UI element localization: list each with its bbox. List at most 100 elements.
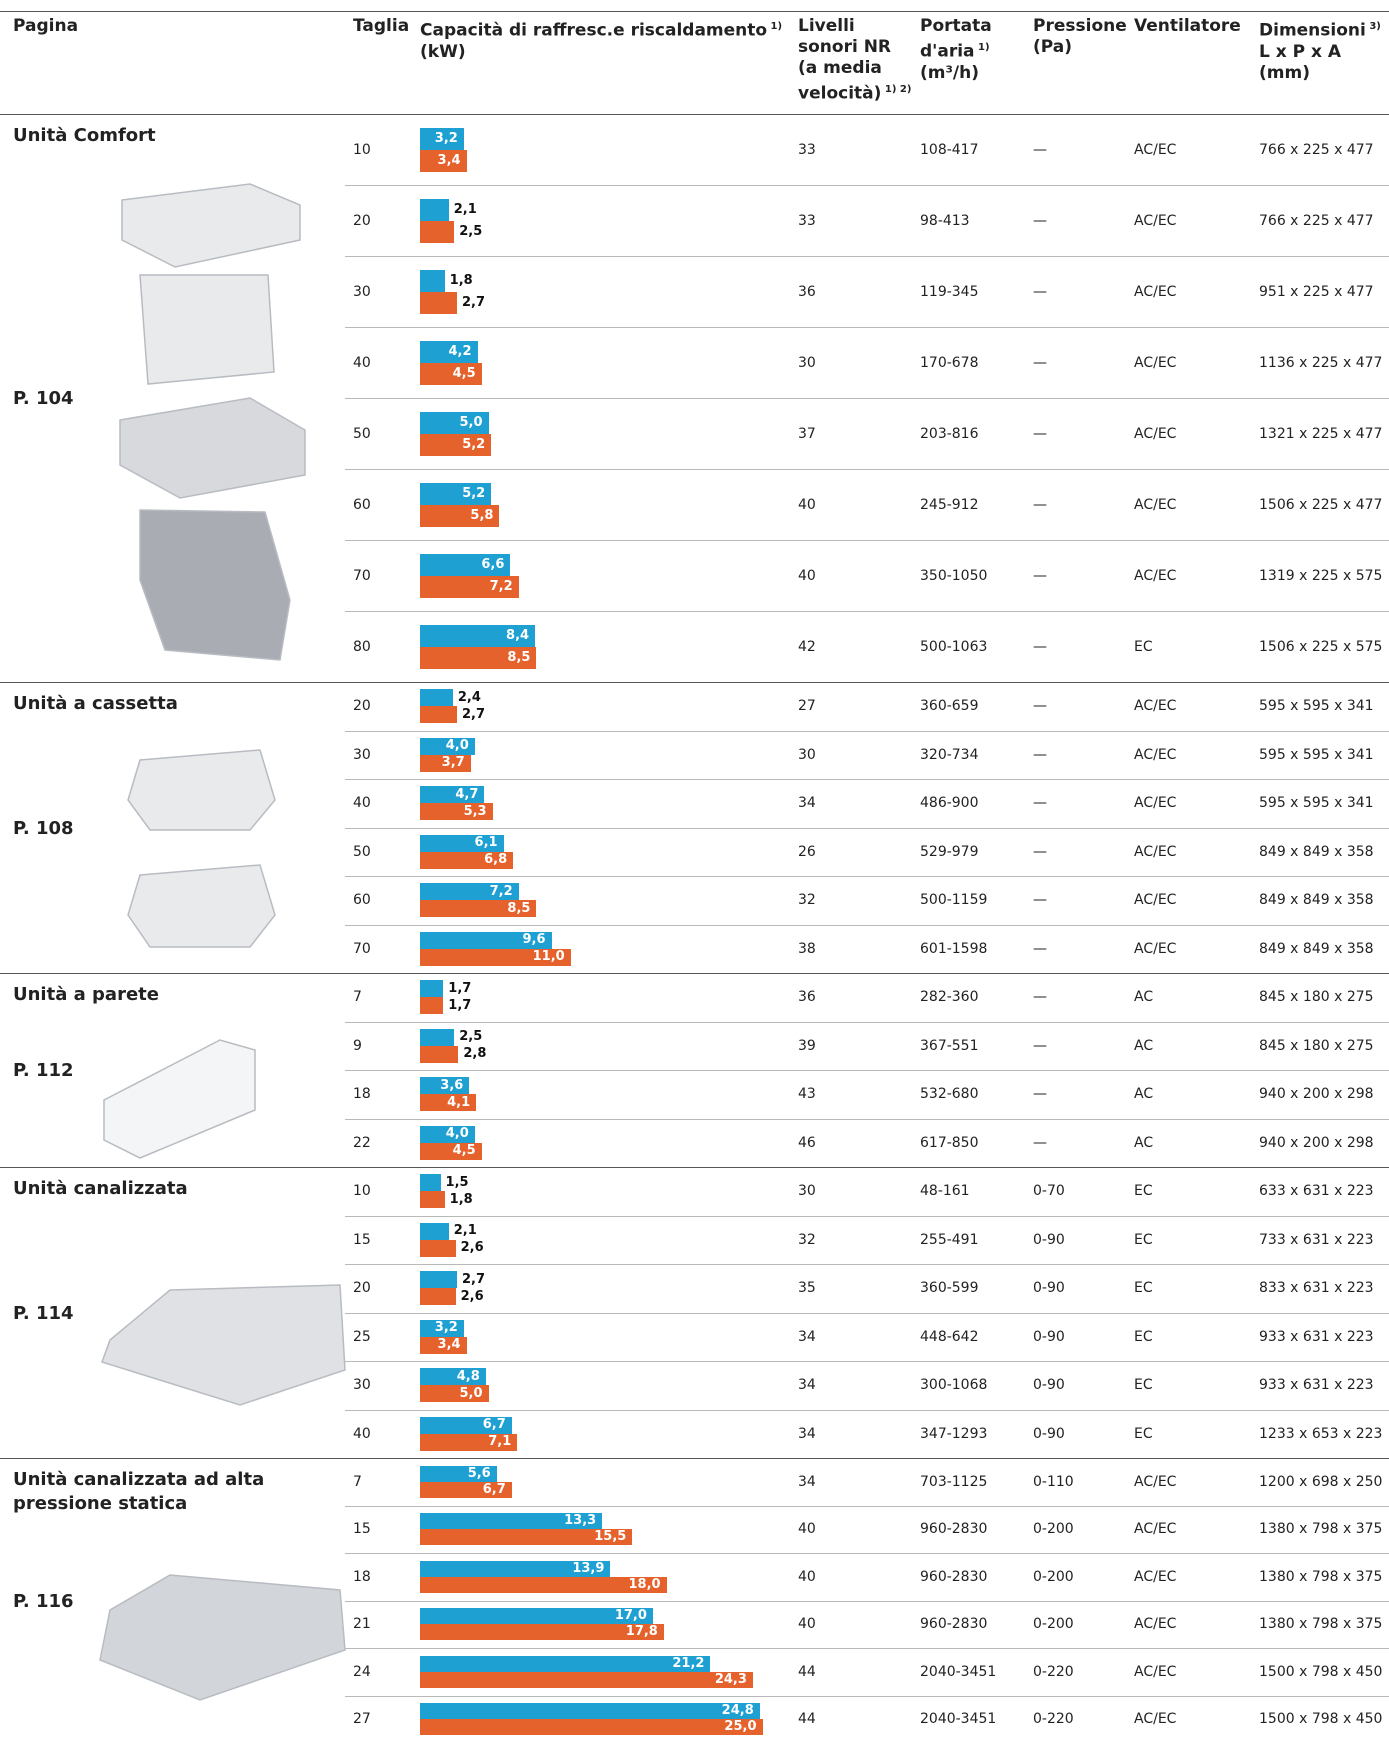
cell: AC/EC — [1134, 567, 1177, 584]
cell: 70 — [353, 567, 371, 584]
header-cell: Ventilatore — [1134, 16, 1241, 37]
cell: 34 — [798, 1425, 816, 1442]
top-rule — [0, 11, 1389, 12]
heating-label: 4,1 — [447, 1094, 471, 1110]
cooling-bar — [420, 198, 449, 221]
heating-label: 8,5 — [507, 649, 531, 665]
page-ref: P. 114 — [13, 1302, 74, 1324]
cell: 733 x 631 x 223 — [1259, 1231, 1374, 1248]
cell: — — [1033, 795, 1047, 812]
cell: — — [1033, 1134, 1047, 1151]
row-rule — [345, 1648, 1389, 1649]
cell: 833 x 631 x 223 — [1259, 1280, 1374, 1297]
heating-label: 7,2 — [489, 578, 513, 594]
cell: — — [1033, 843, 1047, 860]
cell: AC — [1134, 989, 1154, 1006]
cell: 0-90 — [1033, 1280, 1065, 1297]
cell: 44 — [798, 1711, 816, 1728]
cell: AC — [1134, 1037, 1154, 1054]
header-line: Ventilatore — [1134, 16, 1241, 37]
cell: 849 x 849 x 358 — [1259, 843, 1374, 860]
cooling-label: 6,1 — [474, 835, 498, 851]
cell: AC — [1134, 1134, 1154, 1151]
cell: — — [1033, 1086, 1047, 1103]
cooling-label: 8,4 — [506, 627, 530, 643]
cell: 960-2830 — [920, 1568, 988, 1585]
heating-bar — [420, 1239, 456, 1257]
row-rule — [345, 924, 1389, 926]
page-ref: P. 112 — [13, 1060, 74, 1081]
cooling-bar — [420, 411, 489, 434]
cell: — — [1033, 141, 1047, 158]
cell: AC/EC — [1134, 1521, 1177, 1538]
header-text: L x P x A — [1259, 41, 1342, 62]
cell: AC/EC — [1134, 425, 1177, 442]
cell: 30 — [798, 1183, 816, 1200]
heating-bar — [420, 803, 493, 821]
cell: 845 x 180 x 275 — [1259, 989, 1374, 1006]
cell: 38 — [798, 940, 816, 957]
header-line: d'aria 1) — [920, 37, 992, 63]
header-cell: Portata d'aria 1) (m³/h) — [920, 16, 992, 84]
console-unit — [139, 274, 275, 385]
cell: 0-90 — [1033, 1425, 1065, 1442]
cell: 529-979 — [920, 843, 979, 860]
cell: — — [1033, 425, 1047, 442]
row-rule — [345, 1070, 1389, 1071]
header-text: Capacità di raffresc.e riscaldamento — [420, 20, 768, 41]
cooling-label: 9,6 — [522, 932, 546, 948]
footnote-ref: 1) 2) — [881, 84, 912, 95]
cell: 36 — [798, 989, 816, 1006]
cell: 940 x 200 x 298 — [1259, 1086, 1374, 1103]
group-title: Unità a parete — [13, 984, 159, 1005]
cell: AC/EC — [1134, 795, 1177, 812]
cell: AC/EC — [1134, 892, 1177, 909]
cooling-label: 13,9 — [572, 1560, 605, 1576]
cooling-bar — [420, 482, 492, 505]
cell: 80 — [353, 638, 371, 655]
cooling-bar — [420, 689, 453, 707]
heating-bar — [420, 997, 444, 1015]
heating-bar — [420, 433, 492, 456]
cell: 40 — [798, 1521, 816, 1538]
cell: 960-2830 — [920, 1521, 988, 1538]
header-line: Taglia — [353, 16, 409, 37]
heating-bar — [420, 1671, 753, 1688]
cooling-label: 5,0 — [459, 414, 483, 430]
cell: 766 x 225 x 477 — [1259, 141, 1374, 158]
header-line: Pressione — [1033, 16, 1127, 37]
cooling-bar — [420, 1655, 711, 1672]
cell: 255-491 — [920, 1231, 979, 1248]
heating-label: 17,8 — [625, 1624, 658, 1640]
heating-label: 24,3 — [714, 1671, 747, 1687]
cooling-bar — [420, 127, 464, 150]
cell: 26 — [798, 843, 816, 860]
cell: AC/EC — [1134, 746, 1177, 763]
header-cell: Pressione (Pa) — [1033, 16, 1127, 58]
cell: 940 x 200 x 298 — [1259, 1134, 1374, 1151]
cell: 633 x 631 x 223 — [1259, 1183, 1374, 1200]
header-cell: Capacità di raffresc.e riscaldamento 1)(… — [420, 16, 782, 63]
header-line: Capacità di raffresc.e riscaldamento 1) — [420, 16, 782, 42]
heating-label: 4,5 — [452, 1143, 476, 1159]
cooling-label: 7,2 — [489, 883, 513, 899]
cell: 30 — [353, 283, 371, 300]
group-rule — [0, 114, 1389, 115]
header-cell: Dimensioni 3) L x P x A (mm) — [1259, 16, 1381, 84]
heating-label: 4,5 — [452, 365, 476, 381]
cooling-label: 2,1 — [453, 201, 477, 217]
heating-label: 2,5 — [459, 223, 483, 239]
cell: 1380 x 798 x 375 — [1259, 1568, 1383, 1585]
heating-label: 3,4 — [437, 152, 461, 168]
cell: 0-90 — [1033, 1231, 1065, 1248]
cooling-label: 5,2 — [462, 485, 486, 501]
header-line: (mm) — [1259, 63, 1381, 84]
cooling-label: 2,4 — [457, 689, 481, 705]
page-ref: P. 116 — [13, 1590, 74, 1612]
cell: 350-1050 — [920, 567, 988, 584]
cell: 30 — [798, 354, 816, 371]
row-rule — [345, 827, 1389, 829]
heating-bar — [420, 1288, 456, 1306]
group-title: Unità canalizzata ad alta pressione stat… — [13, 1469, 265, 1514]
header-text: Livelli — [798, 16, 855, 36]
